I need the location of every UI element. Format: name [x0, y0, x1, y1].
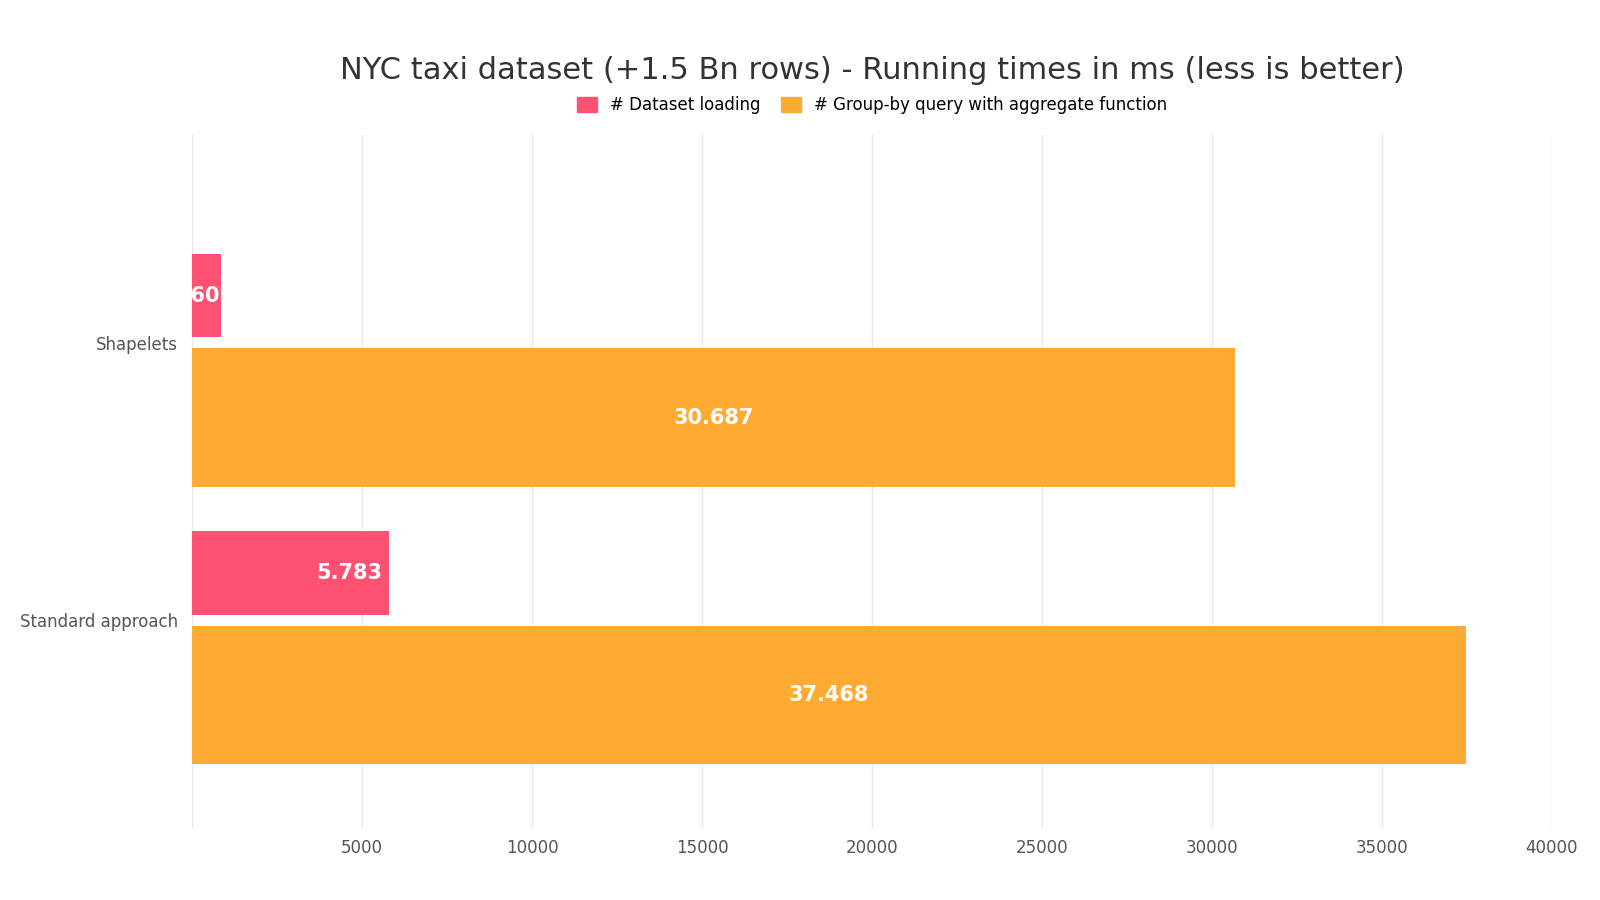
Bar: [192, 626, 1466, 764]
Bar: [192, 254, 221, 338]
Legend: # Dataset loading, # Group-by query with aggregate function: # Dataset loading, # Group-by query with…: [568, 88, 1176, 122]
Title: NYC taxi dataset (+1.5 Bn rows) - Running times in ms (less is better): NYC taxi dataset (+1.5 Bn rows) - Runnin…: [339, 57, 1405, 86]
Text: 37.468: 37.468: [789, 685, 869, 705]
Text: 30.687: 30.687: [674, 408, 754, 427]
Text: 860: 860: [178, 286, 221, 306]
Bar: [192, 348, 1235, 487]
Bar: [192, 531, 389, 615]
Text: 5.783: 5.783: [317, 563, 382, 583]
